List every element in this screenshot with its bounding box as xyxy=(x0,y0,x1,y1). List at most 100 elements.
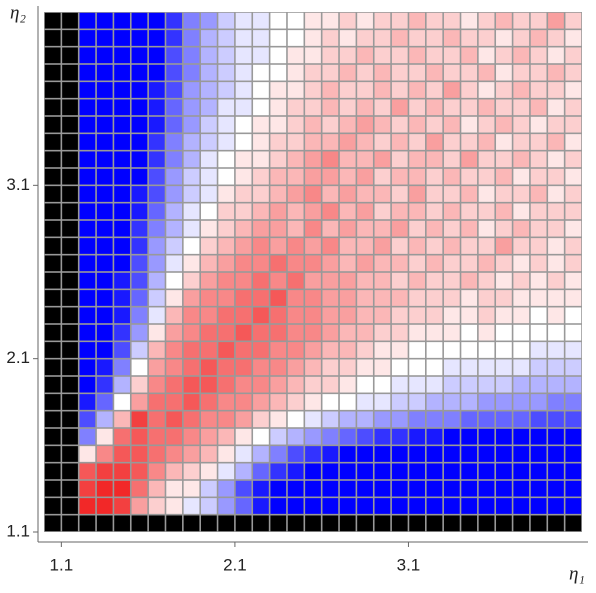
cell xyxy=(374,290,391,306)
cell xyxy=(496,428,512,445)
cell xyxy=(96,411,113,428)
cell xyxy=(496,342,512,358)
cell xyxy=(79,307,96,324)
cell xyxy=(253,515,269,532)
cell xyxy=(305,64,321,81)
cell xyxy=(391,446,408,462)
cell xyxy=(322,480,339,497)
cell xyxy=(565,446,582,462)
cell xyxy=(374,515,391,532)
cell xyxy=(357,359,373,376)
cell xyxy=(96,151,113,168)
cell xyxy=(218,272,235,289)
cell xyxy=(409,47,426,64)
cell xyxy=(305,498,321,514)
cell xyxy=(287,12,304,29)
cell xyxy=(79,359,96,376)
cell xyxy=(530,428,547,445)
cell xyxy=(114,446,130,462)
cell xyxy=(183,394,200,410)
cell xyxy=(374,411,391,428)
cell xyxy=(79,12,96,29)
cell xyxy=(339,290,356,306)
cell xyxy=(235,342,252,358)
cell xyxy=(426,134,443,150)
cell xyxy=(374,64,391,81)
cell xyxy=(62,411,78,428)
cell xyxy=(114,463,130,480)
cell xyxy=(548,428,564,445)
cell xyxy=(200,394,217,410)
cell xyxy=(287,463,304,480)
cell xyxy=(374,134,391,150)
cell xyxy=(79,290,96,306)
cell xyxy=(218,480,235,497)
cell xyxy=(322,151,339,168)
cell xyxy=(426,342,443,358)
cell xyxy=(374,359,391,376)
cell xyxy=(565,99,582,116)
cell xyxy=(409,238,426,254)
cell xyxy=(148,290,165,306)
cell xyxy=(530,290,547,306)
cell xyxy=(478,220,495,237)
cell xyxy=(339,272,356,289)
cell xyxy=(218,64,235,81)
cell xyxy=(200,47,217,64)
cell xyxy=(478,376,495,393)
cell xyxy=(79,376,96,393)
cell xyxy=(513,82,530,98)
cell xyxy=(287,99,304,116)
cell xyxy=(565,394,582,410)
cell xyxy=(253,359,269,376)
cell xyxy=(548,498,564,514)
cell xyxy=(530,255,547,272)
cell xyxy=(513,116,530,133)
cell xyxy=(513,47,530,64)
cell xyxy=(443,324,460,341)
cell xyxy=(391,272,408,289)
cell xyxy=(496,168,512,185)
cell xyxy=(461,47,478,64)
cell xyxy=(183,515,200,532)
cell xyxy=(565,307,582,324)
cell xyxy=(391,220,408,237)
cell xyxy=(443,30,460,46)
cell xyxy=(183,411,200,428)
cell xyxy=(44,116,61,133)
cell xyxy=(114,394,130,410)
cell xyxy=(357,64,373,81)
cell xyxy=(96,30,113,46)
cell xyxy=(287,255,304,272)
cell xyxy=(513,186,530,202)
cell xyxy=(339,376,356,393)
cell xyxy=(374,342,391,358)
cell xyxy=(44,498,61,514)
cell xyxy=(148,30,165,46)
cell xyxy=(391,203,408,220)
cell xyxy=(131,394,148,410)
cell xyxy=(565,463,582,480)
cell xyxy=(62,307,78,324)
cell xyxy=(426,64,443,81)
cell xyxy=(166,359,183,376)
cell xyxy=(218,376,235,393)
cell xyxy=(253,307,269,324)
cell xyxy=(391,168,408,185)
cell xyxy=(461,203,478,220)
cell xyxy=(44,186,61,202)
cell xyxy=(270,220,287,237)
cell xyxy=(114,64,130,81)
cell xyxy=(461,12,478,29)
cell xyxy=(183,272,200,289)
cell xyxy=(496,394,512,410)
cell xyxy=(253,134,269,150)
cell xyxy=(322,64,339,81)
cell xyxy=(218,99,235,116)
cell xyxy=(357,342,373,358)
cell xyxy=(253,220,269,237)
cell xyxy=(44,151,61,168)
cell xyxy=(62,238,78,254)
cell xyxy=(200,116,217,133)
cell xyxy=(409,272,426,289)
